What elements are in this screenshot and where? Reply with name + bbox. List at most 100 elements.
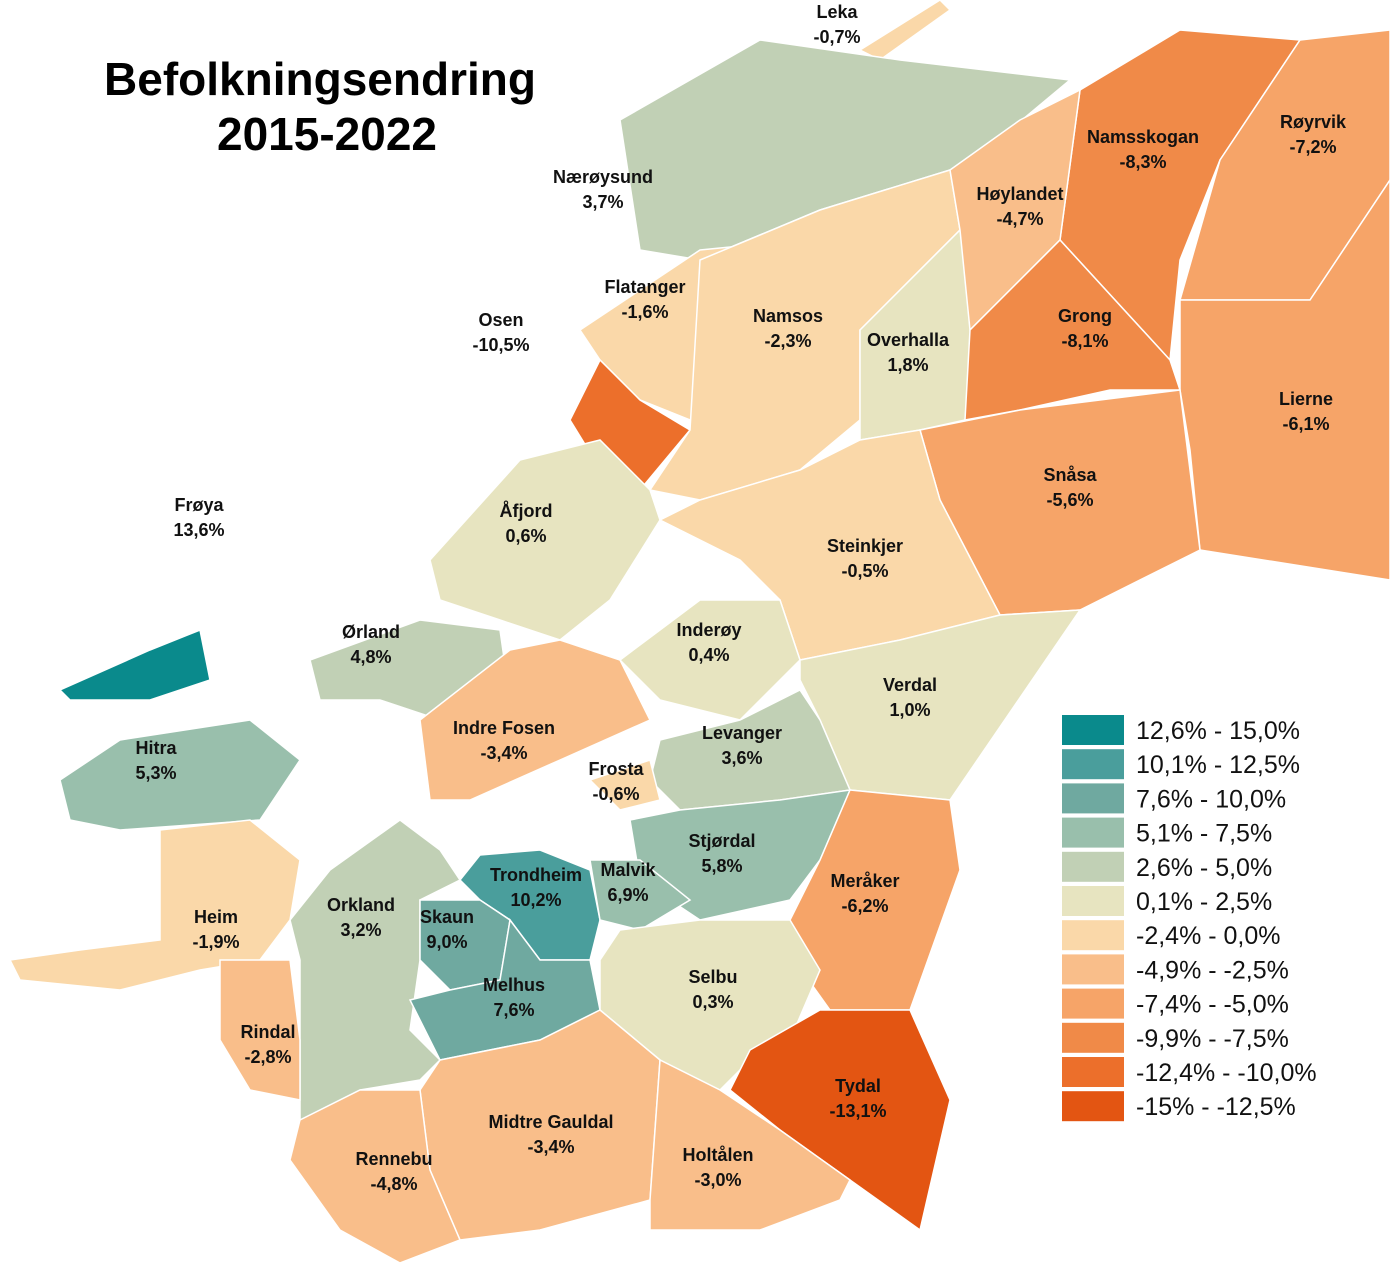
- municipality-change: 10,2%: [510, 890, 561, 910]
- legend-swatch: [1062, 920, 1124, 951]
- municipality-name: Frosta: [588, 759, 644, 779]
- municipality-name: Åfjord: [500, 501, 553, 521]
- legend-label: -2,4% - 0,0%: [1136, 922, 1281, 950]
- municipality-change: 3,6%: [721, 748, 762, 768]
- municipality: [8, 819, 301, 991]
- municipality-change: 0,6%: [505, 526, 546, 546]
- municipality-name: Grong: [1058, 306, 1112, 326]
- municipality: [589, 859, 692, 931]
- municipality-change: -2,3%: [764, 331, 811, 351]
- municipality-name: Nærøysund: [553, 167, 653, 187]
- municipality-name: Hitra: [135, 738, 177, 758]
- municipality-name: Overhalla: [867, 330, 950, 350]
- municipality-change: -0,6%: [592, 784, 639, 804]
- municipality-name: Stjørdal: [688, 831, 755, 851]
- municipality-name: Verdal: [883, 675, 937, 695]
- municipality-change: -7,2%: [1289, 137, 1336, 157]
- municipality-change: -1,9%: [192, 932, 239, 952]
- legend-swatch: [1062, 1022, 1124, 1053]
- municipality: [649, 1058, 851, 1231]
- municipality-change: -3,4%: [480, 743, 527, 763]
- municipality-name: Orkland: [327, 895, 395, 915]
- municipality-change: -6,2%: [841, 896, 888, 916]
- legend-label: 12,6% - 15,0%: [1136, 717, 1300, 745]
- legend-swatch: [1062, 817, 1124, 848]
- municipality-name: Malvik: [600, 860, 656, 880]
- municipality-name: Høylandet: [976, 184, 1063, 204]
- municipality-change: 1,8%: [887, 355, 928, 375]
- municipality: [289, 1089, 461, 1263]
- municipality-change: -2,8%: [244, 1047, 291, 1067]
- municipality-name: Steinkjer: [827, 536, 903, 556]
- labels: Leka -0,7% Nærøysund 3,7% Flatanger -1,6% Osen…: [135, 2, 1347, 1194]
- municipality-change: 5,3%: [135, 763, 176, 783]
- municipality-change: 4,8%: [350, 647, 391, 667]
- municipality-change: 0,4%: [688, 645, 729, 665]
- municipality: [219, 959, 301, 1101]
- legend-label: -12,4% - -10,0%: [1136, 1059, 1317, 1087]
- municipality: [59, 719, 302, 831]
- municipality-change: -4,7%: [996, 209, 1043, 229]
- municipality-name: Flatanger: [604, 277, 685, 297]
- municipality-name: Holtålen: [682, 1145, 753, 1165]
- municipality-change: -0,7%: [813, 27, 860, 47]
- municipality-change: -0,5%: [841, 561, 888, 581]
- municipality-name: Tydal: [835, 1076, 881, 1096]
- municipality-name: Rindal: [240, 1022, 295, 1042]
- municipality-change: -8,1%: [1061, 331, 1108, 351]
- legend-label: -4,9% - -2,5%: [1136, 956, 1289, 984]
- municipality-name: Namsskogan: [1087, 127, 1199, 147]
- municipality-change: 5,8%: [701, 856, 742, 876]
- municipality-name: Leka: [816, 2, 858, 22]
- municipality: [419, 639, 652, 801]
- municipality-name: Meråker: [830, 871, 899, 891]
- legend-swatch: [1062, 954, 1124, 985]
- municipality-name: Selbu: [688, 967, 737, 987]
- municipality-name: Osen: [478, 310, 523, 330]
- municipality-change: 6,9%: [607, 885, 648, 905]
- legend-label: 2,6% - 5,0%: [1136, 854, 1272, 882]
- municipality-name: Midtre Gauldal: [488, 1112, 613, 1132]
- municipality-change: 3,2%: [340, 920, 381, 940]
- municipality: [588, 759, 661, 811]
- title-line: Befolkningsendring: [104, 53, 536, 105]
- municipality-change: 7,6%: [493, 1000, 534, 1020]
- municipality-name: Namsos: [753, 306, 823, 326]
- municipality-change: 9,0%: [426, 932, 467, 952]
- legend-swatch: [1062, 988, 1124, 1019]
- legend-label: -9,9% - -7,5%: [1136, 1025, 1289, 1053]
- municipality-name: Rennebu: [355, 1149, 432, 1169]
- legend-label: 7,6% - 10,0%: [1136, 785, 1286, 813]
- municipality-change: 0,3%: [692, 992, 733, 1012]
- municipality-change: 3,7%: [582, 192, 623, 212]
- legend-label: 10,1% - 12,5%: [1136, 751, 1300, 779]
- municipality-name: Røyrvik: [1280, 112, 1347, 132]
- municipality-name: Indre Fosen: [453, 718, 555, 738]
- municipality-name: Snåsa: [1043, 465, 1097, 485]
- municipality-change: -5,6%: [1046, 490, 1093, 510]
- municipality-name: Trondheim: [490, 865, 582, 885]
- municipality: [729, 1009, 951, 1232]
- legend-label: 5,1% - 7,5%: [1136, 820, 1272, 848]
- municipality-change: 13,6%: [173, 520, 224, 540]
- legend-swatch: [1062, 715, 1124, 745]
- municipality-name: Ørland: [342, 622, 400, 642]
- legend: 12,6% - 15,0% 10,1% - 12,5% 7,6% - 10,0% 5,…: [1062, 715, 1317, 1122]
- municipality-change: -13,1%: [829, 1101, 886, 1121]
- municipality-name: Levanger: [702, 723, 782, 743]
- municipality-name: Lierne: [1279, 389, 1333, 409]
- legend-label: -7,4% - -5,0%: [1136, 991, 1289, 1019]
- legend-label: -15% - -12,5%: [1136, 1093, 1296, 1121]
- municipality-name: Inderøy: [676, 620, 741, 640]
- municipality-name: Skaun: [420, 907, 474, 927]
- municipality-change: -10,5%: [472, 335, 529, 355]
- legend-swatch: [1062, 851, 1124, 882]
- legend-swatch: [1062, 749, 1124, 780]
- municipality-name: Frøya: [174, 495, 224, 515]
- municipality-change: -8,3%: [1119, 152, 1166, 172]
- municipality-change: -4,8%: [370, 1174, 417, 1194]
- legend-swatch: [1062, 886, 1124, 916]
- municipality: [58, 628, 211, 701]
- municipality-change: 1,0%: [889, 700, 930, 720]
